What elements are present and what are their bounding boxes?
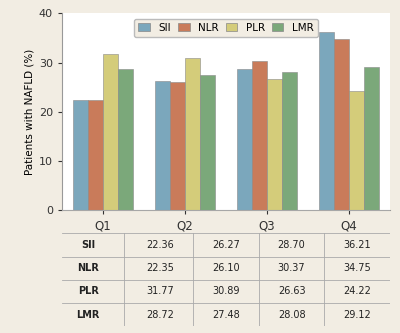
Text: 30.37: 30.37 [278,263,306,273]
Bar [88,100,103,210]
Bar [349,91,364,210]
Bar [170,82,185,210]
Bar [282,72,296,210]
Text: NLR: NLR [77,263,99,273]
Text: 26.27: 26.27 [212,240,240,250]
Text: 29.12: 29.12 [343,310,371,320]
Text: 27.48: 27.48 [212,310,240,320]
Bar [118,69,132,210]
Text: 36.21: 36.21 [343,240,371,250]
Text: 30.89: 30.89 [212,286,240,296]
Bar [200,75,214,210]
Bar [185,58,200,210]
Text: 34.75: 34.75 [343,263,371,273]
Bar [74,100,88,210]
Text: 31.77: 31.77 [146,286,174,296]
Text: 24.22: 24.22 [343,286,371,296]
Bar [364,67,378,210]
Y-axis label: Patients with NAFLD (%): Patients with NAFLD (%) [25,49,35,175]
Bar [334,39,349,210]
Text: 28.70: 28.70 [278,240,306,250]
Text: 22.36: 22.36 [146,240,174,250]
Bar [267,79,282,210]
Text: 26.10: 26.10 [212,263,240,273]
Bar [103,54,118,210]
Bar [238,69,252,210]
Bar [156,81,170,210]
Text: 28.08: 28.08 [278,310,306,320]
Bar [252,61,267,210]
Text: 22.35: 22.35 [146,263,174,273]
Bar [320,32,334,210]
Text: PLR: PLR [78,286,99,296]
Text: LMR: LMR [76,310,100,320]
Text: 28.72: 28.72 [146,310,174,320]
Text: 26.63: 26.63 [278,286,306,296]
Legend: SII, NLR, PLR, LMR: SII, NLR, PLR, LMR [134,19,318,37]
Text: SII: SII [81,240,95,250]
